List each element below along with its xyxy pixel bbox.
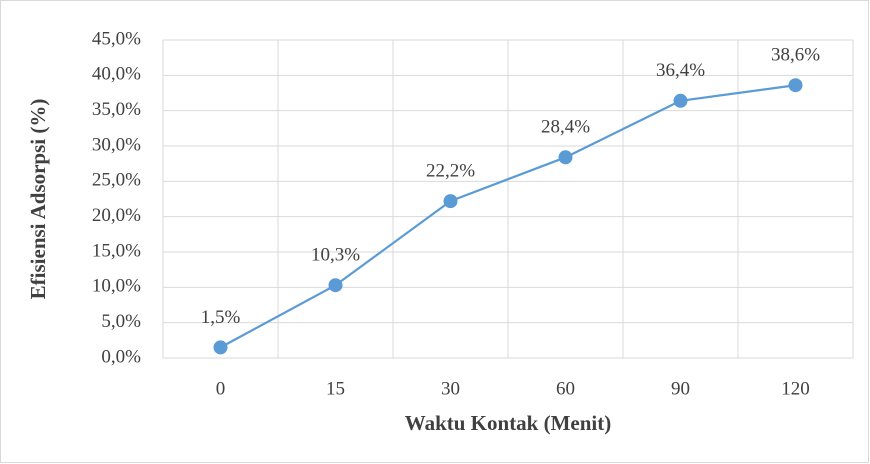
data-label: 28,4% xyxy=(541,117,590,138)
y-tick-label: 15,0% xyxy=(92,240,141,261)
data-label: 38,6% xyxy=(771,45,820,66)
y-tick-label: 45,0% xyxy=(92,28,141,49)
x-tick-label: 15 xyxy=(326,378,345,399)
x-tick-label: 60 xyxy=(556,378,575,399)
y-tick-label: 25,0% xyxy=(92,170,141,191)
y-tick-label: 0,0% xyxy=(101,346,141,367)
point xyxy=(213,340,228,355)
point xyxy=(443,194,458,209)
y-tick-label: 30,0% xyxy=(92,134,141,155)
x-tick-label: 120 xyxy=(781,378,810,399)
data-label: 36,4% xyxy=(656,60,705,81)
y-tick-label: 40,0% xyxy=(92,64,141,85)
data-label: 22,2% xyxy=(426,160,475,181)
y-tick-label: 5,0% xyxy=(101,311,141,332)
data-label: 10,3% xyxy=(311,245,360,266)
x-axis-title: Waktu Kontak (Menit) xyxy=(405,411,612,435)
point xyxy=(788,78,803,93)
y-tick-label: 35,0% xyxy=(92,99,141,120)
point xyxy=(558,150,573,165)
x-tick-label: 90 xyxy=(671,378,690,399)
point xyxy=(673,93,688,108)
y-axis-title: Efisiensi Adsorpsi (%) xyxy=(26,99,50,300)
x-tick-label: 30 xyxy=(441,378,460,399)
line xyxy=(219,84,796,349)
x-tick-label: 0 xyxy=(216,378,226,399)
y-tick-label: 10,0% xyxy=(92,276,141,297)
y-tick-label: 20,0% xyxy=(92,205,141,226)
point xyxy=(328,278,343,293)
data-label: 1,5% xyxy=(201,307,241,328)
